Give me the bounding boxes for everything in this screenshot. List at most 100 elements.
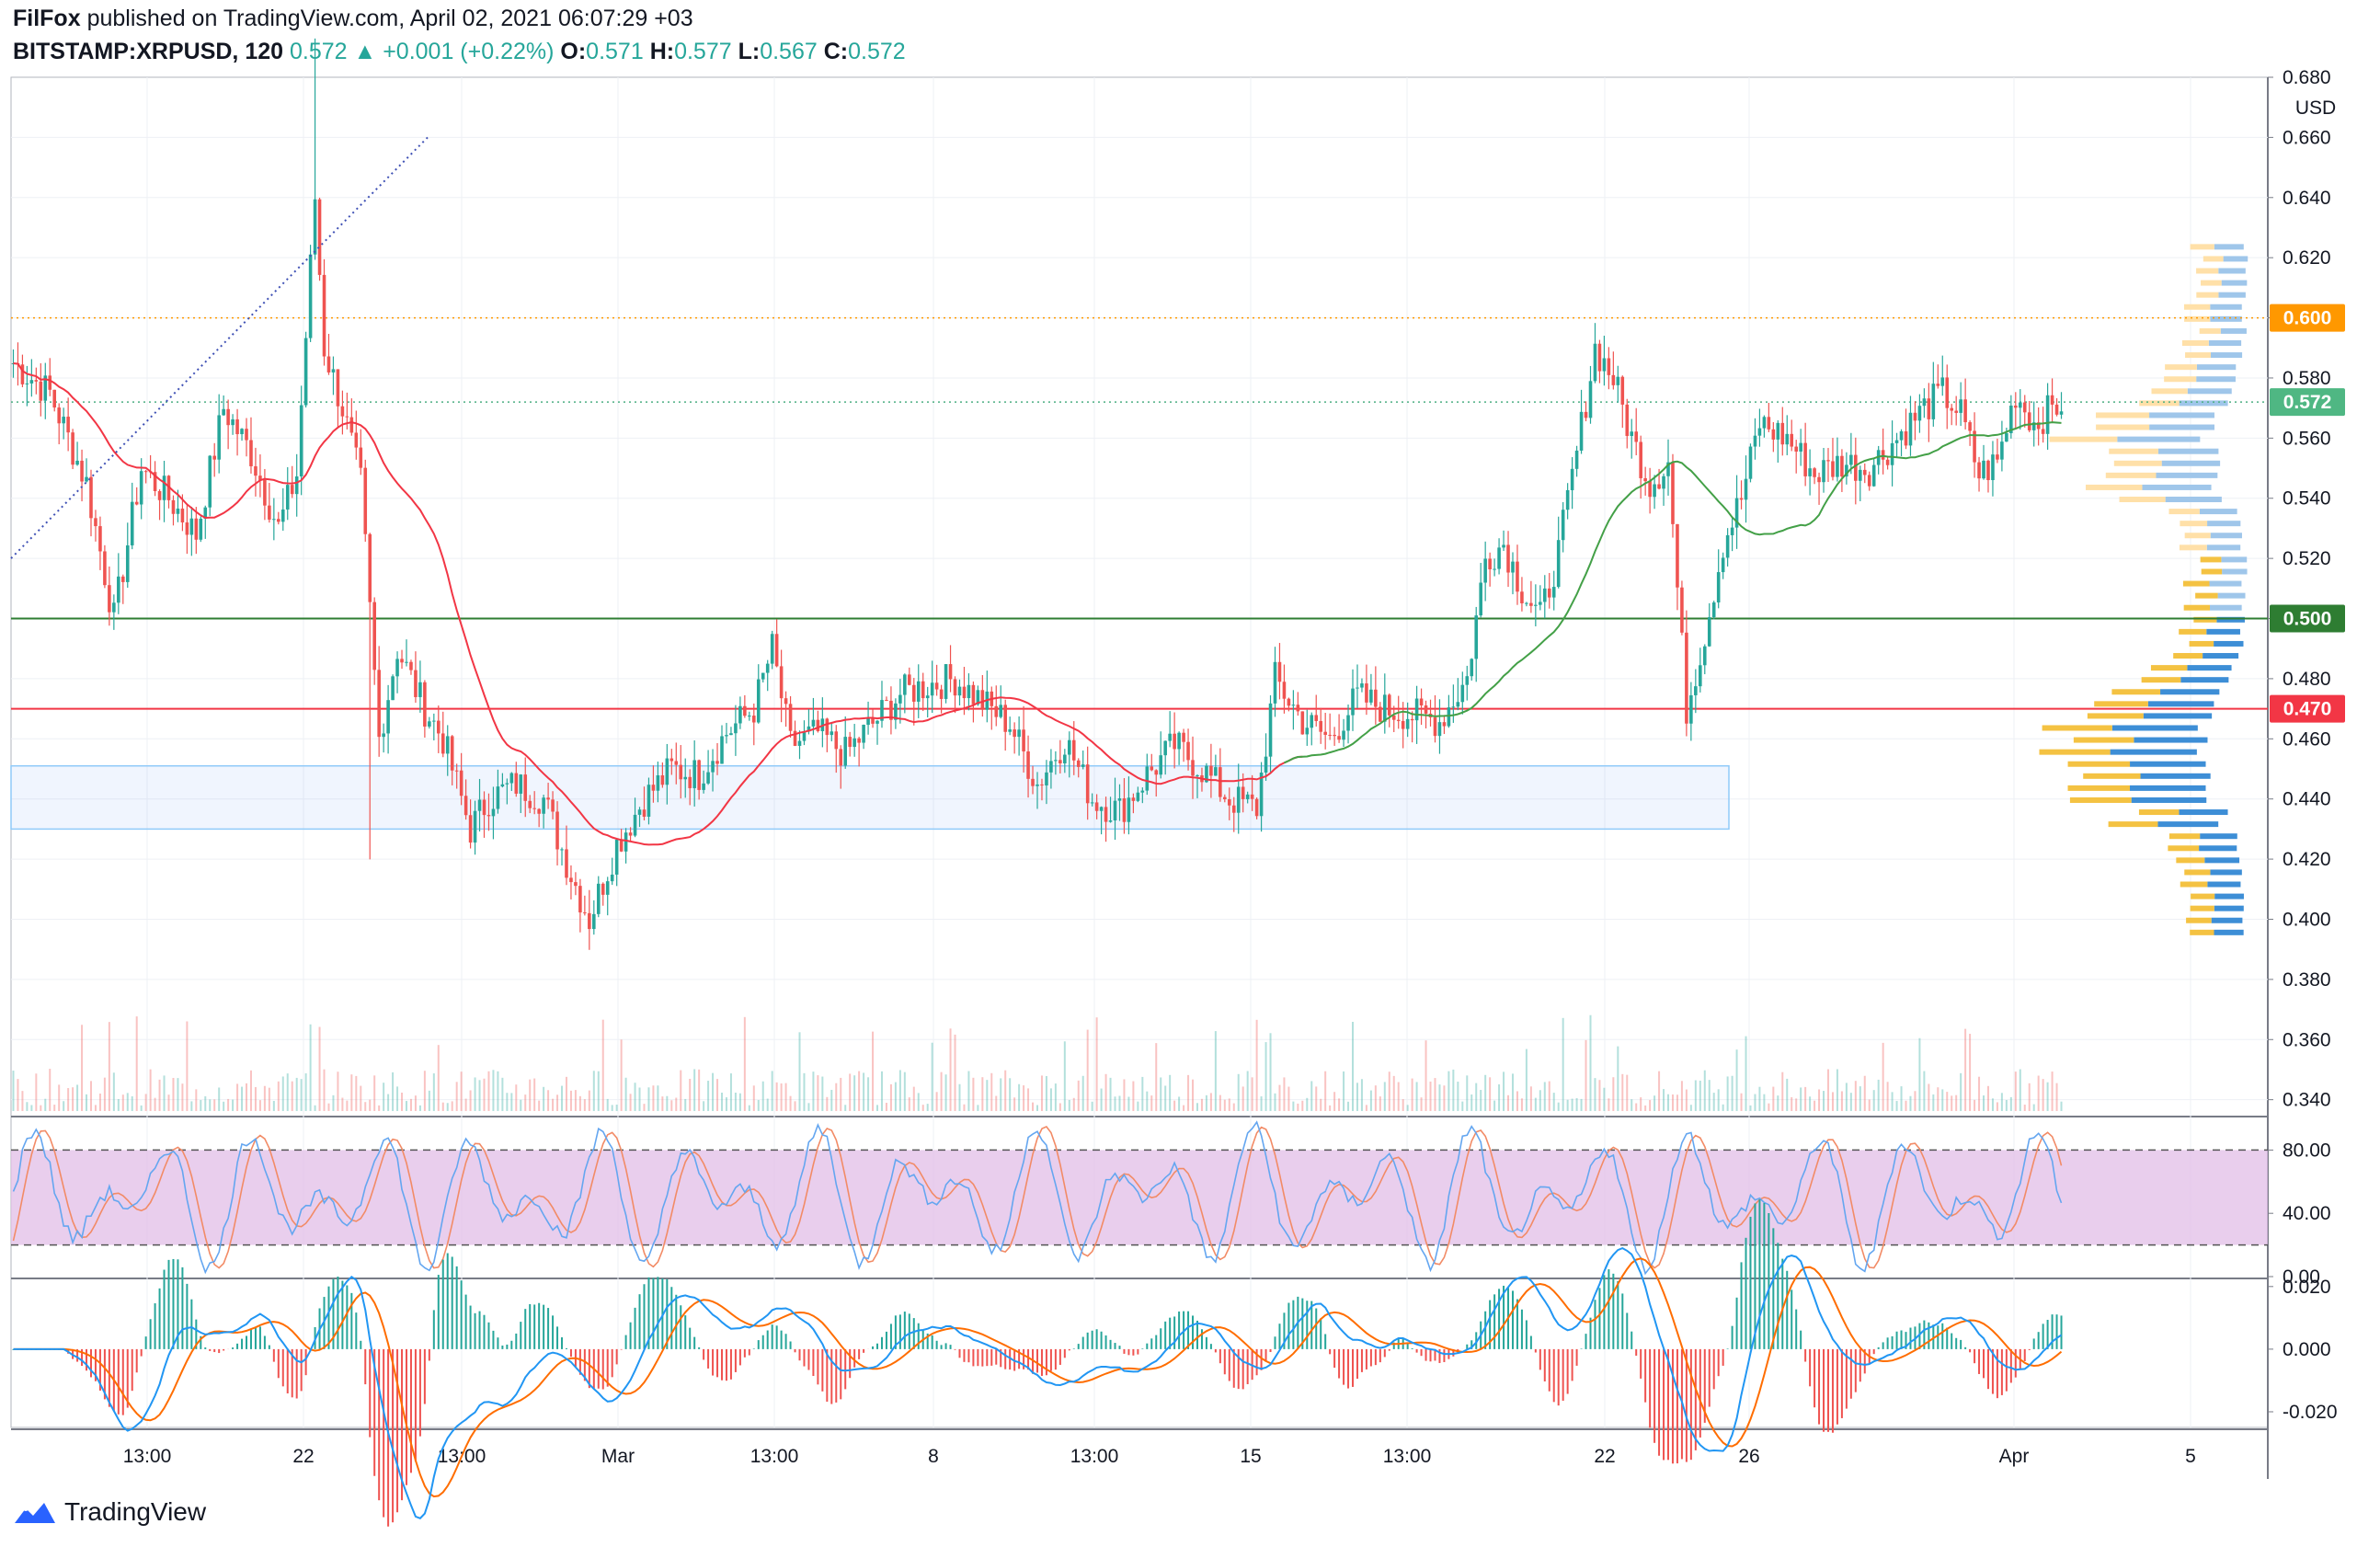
vp-bar-in xyxy=(2214,905,2244,911)
candle-body xyxy=(765,663,770,673)
volume-bar xyxy=(144,1094,147,1111)
volume-bar xyxy=(889,1083,892,1111)
volume-bar xyxy=(894,1082,897,1111)
volume-bar xyxy=(1004,1070,1007,1111)
candle-body xyxy=(610,874,614,882)
volume-bar xyxy=(703,1101,705,1111)
open-value: 0.571 xyxy=(586,39,644,64)
macd-hist-bar xyxy=(1315,1308,1318,1349)
candle-body xyxy=(2031,422,2036,430)
macd-hist-bar xyxy=(1438,1348,1441,1363)
y-tick-label: 0.660 xyxy=(2283,127,2331,148)
volume-bar xyxy=(218,1087,221,1111)
macd-hist-bar xyxy=(858,1348,861,1359)
macd-hist-bar xyxy=(720,1348,723,1381)
volume-bar xyxy=(921,1105,924,1111)
volume-bar xyxy=(611,1105,613,1111)
candle-body xyxy=(48,375,52,390)
volume-bar xyxy=(53,1105,56,1111)
stoch-k-line xyxy=(12,1120,2063,1276)
macd-hist-bar xyxy=(1960,1339,1962,1349)
macd-hist-bar xyxy=(1187,1311,1190,1349)
candle-body xyxy=(1159,755,1163,775)
macd-hist-bar xyxy=(186,1283,189,1349)
volume-bar xyxy=(1232,1103,1235,1111)
macd-hist-bar xyxy=(12,1348,15,1350)
macd-hist-bar xyxy=(675,1294,678,1349)
vp-bar-in xyxy=(2214,640,2244,647)
macd-tick-label: 0.020 xyxy=(2283,1277,2331,1298)
vp-bar-in xyxy=(2203,653,2239,659)
candle-body xyxy=(1231,805,1236,813)
macd-hist-bar xyxy=(817,1348,819,1385)
macd-hist-bar xyxy=(840,1348,842,1400)
price-tag-label: 0.600 xyxy=(2283,308,2332,329)
volume-bar xyxy=(967,1071,970,1111)
candle-body xyxy=(1904,430,1908,446)
volume-bar xyxy=(794,1101,796,1111)
vp-bar-out xyxy=(2139,400,2180,407)
macd-hist-bar xyxy=(272,1348,275,1362)
volume-bar xyxy=(94,1105,97,1111)
macd-hist-bar xyxy=(1095,1329,1098,1349)
volume-bar xyxy=(725,1097,727,1111)
tradingview-brand[interactable]: TradingView xyxy=(13,1497,206,1527)
candle-body xyxy=(340,406,345,417)
macd-hist-bar xyxy=(1452,1348,1455,1357)
volume-bar xyxy=(1274,1093,1276,1111)
candle-body xyxy=(1323,731,1327,735)
candle-body xyxy=(994,705,999,717)
macd-hist-bar xyxy=(492,1330,495,1349)
macd-hist-bar xyxy=(1612,1273,1615,1349)
volume-bar xyxy=(1255,1019,1258,1111)
macd-hist-bar xyxy=(784,1334,787,1349)
macd-hist-bar xyxy=(414,1348,417,1462)
volume-bar xyxy=(661,1096,664,1111)
candle-body xyxy=(391,676,395,701)
candle-body xyxy=(1954,410,1958,413)
macd-hist-bar xyxy=(990,1348,993,1366)
volume-bar xyxy=(1772,1086,1775,1111)
high-value: 0.577 xyxy=(674,39,732,64)
macd-hist-bar xyxy=(108,1348,110,1407)
macd-hist-bar xyxy=(1292,1300,1295,1349)
macd-hist-bar xyxy=(469,1305,472,1349)
vp-bar-in xyxy=(2223,256,2248,262)
macd-hist-bar xyxy=(1511,1290,1514,1349)
currency-label: USD xyxy=(2295,97,2336,119)
volume-bar xyxy=(281,1076,284,1111)
volume-bar xyxy=(1434,1078,1436,1111)
candle-body xyxy=(322,274,326,357)
candle-body xyxy=(1085,764,1090,804)
macd-hist-bar xyxy=(981,1348,984,1367)
candle-body xyxy=(437,720,441,734)
macd-hist-bar xyxy=(1548,1348,1550,1392)
candle-body xyxy=(1360,683,1364,688)
volume-bar xyxy=(1649,1100,1652,1111)
candle-body xyxy=(537,808,541,814)
macd-hist-bar xyxy=(1946,1327,1949,1349)
volume-bar xyxy=(789,1095,792,1111)
macd-hist-bar xyxy=(474,1312,476,1349)
vp-bar-in xyxy=(2143,713,2213,719)
candle-body xyxy=(240,429,244,435)
vp-bar-in xyxy=(2161,460,2221,466)
volume-bar xyxy=(378,1105,381,1111)
volume-bar xyxy=(2023,1105,2026,1111)
macd-hist-bar xyxy=(1356,1348,1358,1380)
candle-body xyxy=(1465,676,1470,685)
vp-bar-out xyxy=(2179,544,2207,551)
volume-bar xyxy=(414,1095,417,1111)
candle-body xyxy=(588,912,591,930)
volume-bar xyxy=(1520,1098,1523,1111)
macd-hist-bar xyxy=(533,1304,536,1349)
candle-body xyxy=(66,417,70,433)
volume-bar xyxy=(1205,1094,1207,1111)
candle-body xyxy=(1808,468,1812,476)
volume-bar xyxy=(931,1042,933,1111)
volume-bar xyxy=(89,1081,92,1111)
volume-bar xyxy=(300,1079,303,1111)
candle-body xyxy=(1539,602,1542,605)
candle-body xyxy=(948,664,953,680)
